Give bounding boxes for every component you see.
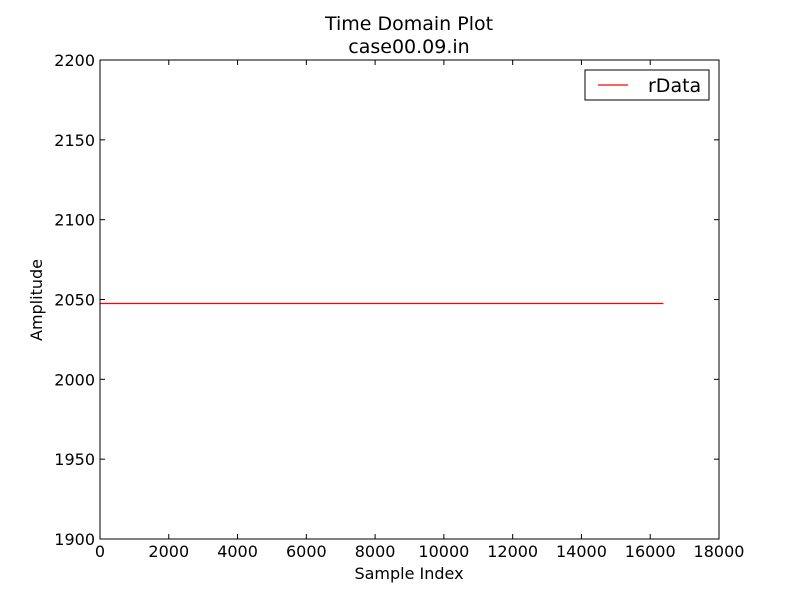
y-tick-label: 2050	[54, 291, 95, 310]
x-tick-label: 0	[95, 542, 105, 561]
x-axis: 0 2000 4000 6000 8000 10000 12000 14000 16000 180…	[95, 60, 745, 561]
legend: rData	[584, 69, 710, 101]
y-tick-label: 2200	[54, 51, 95, 70]
chart-title: Time Domain Plot	[324, 13, 493, 35]
y-tick-label: 1950	[54, 450, 95, 469]
y-tick-label: 2100	[54, 211, 95, 230]
x-tick-label: 16000	[625, 542, 676, 561]
y-axis-title: Amplitude	[27, 259, 46, 341]
y-tick-label: 2000	[54, 370, 95, 389]
x-tick-label: 10000	[418, 542, 469, 561]
x-axis-title: Sample Index	[354, 564, 463, 583]
x-tick-label: 4000	[217, 542, 258, 561]
x-tick-label: 14000	[556, 542, 607, 561]
x-tick-label: 2000	[148, 542, 189, 561]
plot-frame	[99, 59, 720, 540]
x-tick-label: 18000	[694, 542, 745, 561]
y-axis: 1900 1950 2000 2050 2100 2150 2200	[54, 51, 719, 549]
chart-subtitle: case00.09.in	[348, 36, 469, 58]
x-tick-label: 6000	[286, 542, 327, 561]
x-tick-label: 8000	[355, 542, 396, 561]
y-tick-label: 2150	[54, 131, 95, 150]
x-tick-label: 12000	[487, 542, 538, 561]
y-tick-label: 1900	[54, 530, 95, 549]
legend-label-rdata: rData	[648, 75, 701, 97]
